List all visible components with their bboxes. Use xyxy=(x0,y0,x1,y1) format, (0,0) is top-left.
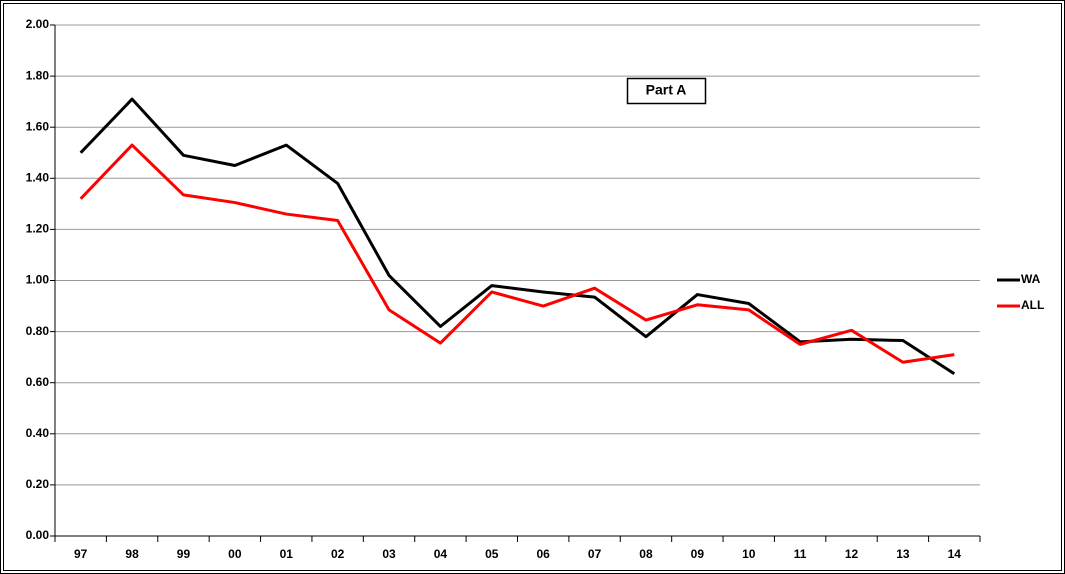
x-tick-label: 02 xyxy=(331,547,345,561)
x-tick-label: 97 xyxy=(74,547,88,561)
x-tick-label: 05 xyxy=(485,547,499,561)
frame-inner xyxy=(3,3,1062,571)
x-tick-label: 13 xyxy=(896,547,910,561)
y-tick-label: 0.40 xyxy=(26,426,50,440)
y-tick-label: 0.80 xyxy=(26,324,50,338)
y-tick-label: 0.60 xyxy=(26,375,50,389)
x-tick-label: 12 xyxy=(845,547,859,561)
y-tick-label: 2.00 xyxy=(26,17,50,31)
y-tick-label: 1.60 xyxy=(26,119,50,133)
y-tick-label: 1.80 xyxy=(26,68,50,82)
y-tick-label: 1.40 xyxy=(26,170,50,184)
legend-label: WA xyxy=(1021,272,1041,286)
x-tick-label: 99 xyxy=(177,547,191,561)
x-tick-label: 04 xyxy=(434,547,448,561)
x-tick-label: 08 xyxy=(639,547,653,561)
x-tick-label: 06 xyxy=(537,547,551,561)
x-tick-label: 07 xyxy=(588,547,602,561)
series-line xyxy=(79,143,955,364)
annotation-box xyxy=(626,77,707,105)
x-tick-label: 03 xyxy=(382,547,396,561)
x-tick-label: 09 xyxy=(691,547,705,561)
series-line xyxy=(79,97,956,376)
x-tick-label: 98 xyxy=(125,547,139,561)
x-tick-label: 14 xyxy=(948,547,962,561)
y-tick-label: 1.20 xyxy=(26,222,50,236)
y-tick-label: 0.20 xyxy=(26,477,50,491)
annotation: Part A xyxy=(646,82,687,98)
y-tick-label: 0.00 xyxy=(26,528,50,542)
y-tick-label: 1.00 xyxy=(26,273,50,287)
x-tick-label: 01 xyxy=(280,547,294,561)
x-tick-label: 11 xyxy=(794,547,807,561)
legend-label: ALL xyxy=(1021,298,1044,312)
x-tick-label: 10 xyxy=(742,547,756,561)
x-tick-label: 00 xyxy=(228,547,242,561)
